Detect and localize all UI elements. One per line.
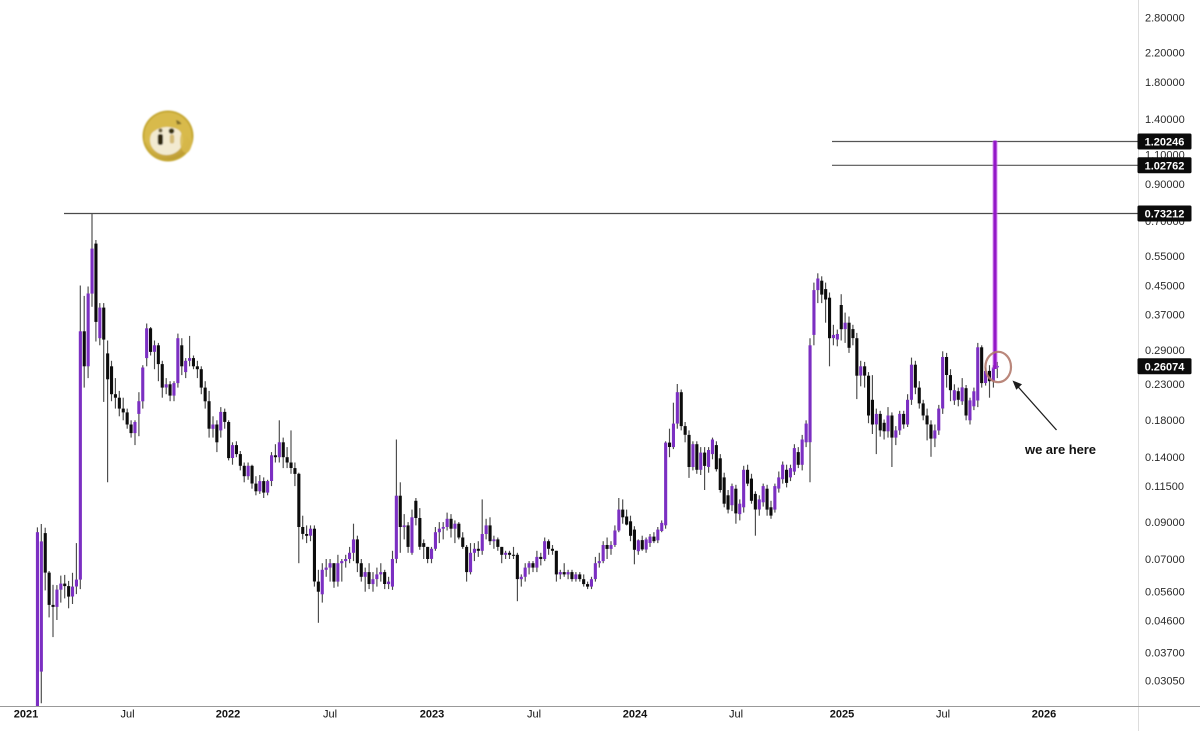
svg-text:0.05600: 0.05600 bbox=[1145, 587, 1185, 599]
svg-text:2022: 2022 bbox=[216, 709, 240, 721]
svg-text:0.18000: 0.18000 bbox=[1145, 415, 1185, 427]
svg-text:0.03700: 0.03700 bbox=[1145, 647, 1185, 659]
svg-text:2024: 2024 bbox=[623, 709, 648, 721]
svg-text:2.20000: 2.20000 bbox=[1145, 48, 1185, 60]
svg-text:0.90000: 0.90000 bbox=[1145, 179, 1185, 191]
svg-text:0.14000: 0.14000 bbox=[1145, 452, 1185, 464]
svg-text:0.07000: 0.07000 bbox=[1145, 554, 1185, 566]
svg-text:1.20246: 1.20246 bbox=[1145, 137, 1185, 149]
svg-text:0.26074: 0.26074 bbox=[1145, 361, 1186, 373]
svg-text:0.29000: 0.29000 bbox=[1145, 345, 1185, 357]
svg-text:0.04600: 0.04600 bbox=[1145, 615, 1185, 627]
svg-text:0.73212: 0.73212 bbox=[1145, 209, 1185, 221]
svg-text:0.45000: 0.45000 bbox=[1145, 281, 1185, 293]
svg-text:we are here: we are here bbox=[1024, 442, 1096, 457]
svg-text:0.55000: 0.55000 bbox=[1145, 251, 1185, 263]
svg-text:2021: 2021 bbox=[14, 709, 38, 721]
svg-text:0.11500: 0.11500 bbox=[1145, 481, 1184, 493]
svg-text:0.37000: 0.37000 bbox=[1145, 309, 1185, 321]
svg-text:2025: 2025 bbox=[830, 709, 854, 721]
svg-text:Jul: Jul bbox=[120, 709, 134, 721]
svg-text:Jul: Jul bbox=[936, 709, 950, 721]
svg-text:Jul: Jul bbox=[527, 709, 541, 721]
svg-text:1.80000: 1.80000 bbox=[1145, 77, 1185, 89]
svg-text:0.09000: 0.09000 bbox=[1145, 517, 1185, 529]
svg-text:0.03050: 0.03050 bbox=[1145, 676, 1185, 688]
svg-text:Jul: Jul bbox=[729, 709, 743, 721]
svg-text:2026: 2026 bbox=[1032, 709, 1056, 721]
svg-text:1.40000: 1.40000 bbox=[1145, 114, 1185, 126]
svg-text:1.02762: 1.02762 bbox=[1145, 160, 1185, 172]
svg-text:0.23000: 0.23000 bbox=[1145, 379, 1185, 391]
svg-text:2023: 2023 bbox=[420, 709, 444, 721]
svg-text:2.80000: 2.80000 bbox=[1145, 12, 1185, 24]
svg-text:Jul: Jul bbox=[323, 709, 337, 721]
